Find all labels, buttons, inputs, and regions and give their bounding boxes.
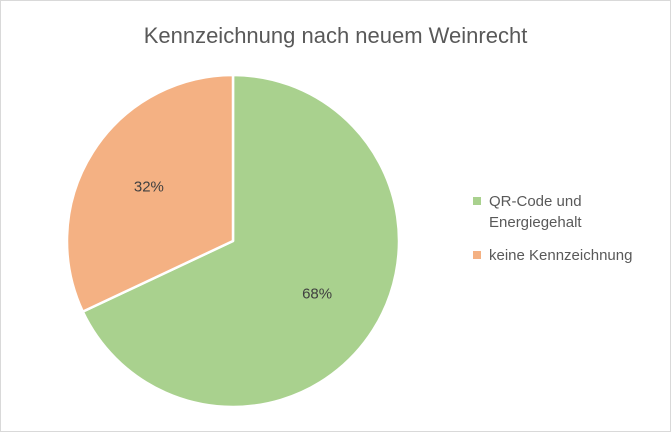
data-label-0: 68% [302, 285, 332, 302]
legend-swatch-keine [473, 251, 481, 259]
legend-swatch-qr-code [473, 197, 481, 205]
data-label-1: 32% [134, 179, 164, 196]
legend-item-keine: keine Kennzeichnung [473, 245, 663, 266]
legend-label-qr-code: QR-Code und Energiegehalt [489, 193, 582, 231]
legend: QR-Code und Energiegehalt keine Kennzeic… [473, 191, 663, 278]
chart-title: Kennzeichnung nach neuem Weinrecht [143, 23, 528, 48]
legend-item-qr-code: QR-Code und Energiegehalt [473, 191, 663, 233]
pie-slice-1 [65, 73, 235, 313]
pie-slice-0 [81, 73, 401, 409]
legend-label-keine: keine Kennzeichnung [489, 247, 633, 264]
